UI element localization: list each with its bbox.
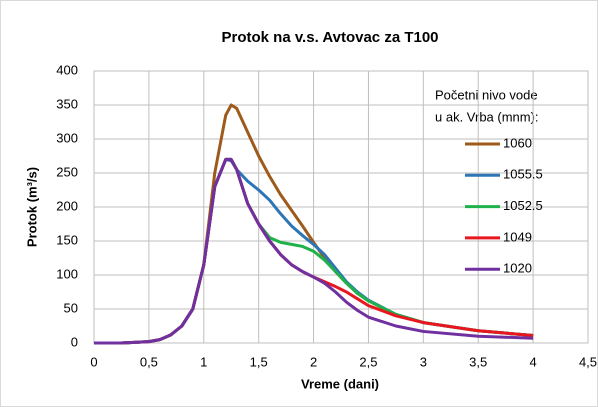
- y-tick-label: 200: [56, 198, 78, 213]
- y-axis-label: Protok (m³/s): [24, 167, 39, 247]
- x-tick-label: 4,5: [579, 354, 597, 369]
- x-tick-label: 3: [420, 354, 427, 369]
- x-axis-label: Vreme (dani): [301, 376, 379, 391]
- x-tick-label: 1: [200, 354, 207, 369]
- plot-border: [93, 70, 589, 344]
- x-tick-label: 0: [90, 354, 97, 369]
- x-tick-label: 1,5: [250, 354, 268, 369]
- y-tick-label: 400: [56, 62, 78, 77]
- legend-title: Početni nivo vode: [435, 87, 538, 102]
- x-tick-label: 2,5: [359, 354, 377, 369]
- x-tick-label: 4: [529, 354, 536, 369]
- x-tick-label: 2: [310, 354, 317, 369]
- legend-label: 1049: [503, 229, 532, 244]
- y-tick-label: 300: [56, 130, 78, 145]
- x-tick-label: 3,5: [469, 354, 487, 369]
- y-tick-label: 100: [56, 266, 78, 281]
- x-tick-label: 0,5: [140, 354, 158, 369]
- chart-title: Protok na v.s. Avtovac za T100: [221, 29, 438, 46]
- y-tick-label: 350: [56, 96, 78, 111]
- legend-label: 1020: [503, 261, 532, 276]
- legend-label: 1052.5: [503, 198, 543, 213]
- legend-title: u ak. Vrba (mnm):: [435, 109, 539, 124]
- y-tick-label: 250: [56, 164, 78, 179]
- line-series: [94, 157, 534, 345]
- y-tick-label: 0: [71, 334, 78, 349]
- y-tick-label: 150: [56, 232, 78, 247]
- y-tick-label: 50: [64, 300, 78, 315]
- legend-label: 1060: [503, 135, 532, 150]
- legend-label: 1055.5: [503, 167, 543, 182]
